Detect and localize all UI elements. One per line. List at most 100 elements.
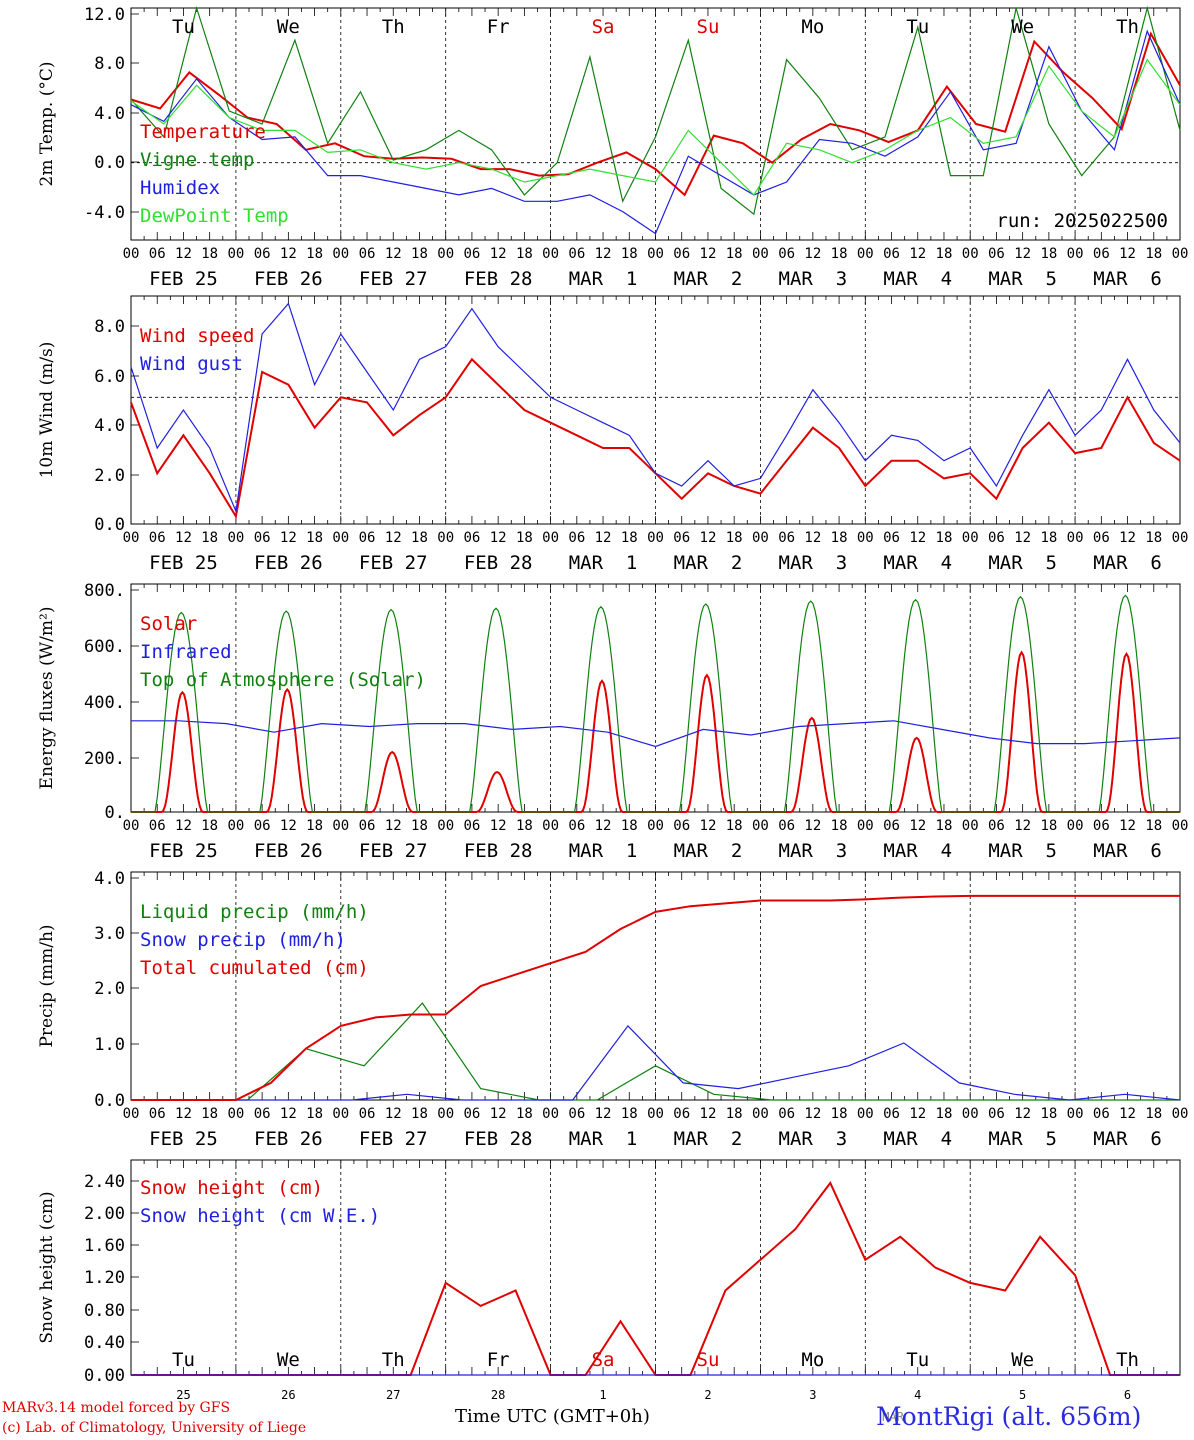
hour-tick-label: 06 <box>568 818 585 834</box>
hour-tick-label: 12 <box>490 246 507 262</box>
weekday-label: Tu <box>906 1349 929 1371</box>
y-tick-label: 8.0 <box>94 317 125 337</box>
hour-tick-label: 00 <box>752 818 769 834</box>
weekday-label: Sa <box>592 16 615 38</box>
hour-tick-label: 00 <box>1172 530 1189 546</box>
y-tick-label: 4.0 <box>94 416 125 436</box>
panel-1 <box>130 5 1181 241</box>
hour-tick-label: 18 <box>1145 530 1162 546</box>
legend-snow-height-cm-: Snow height (cm) <box>140 1177 323 1199</box>
date-label: FEB 25 <box>149 840 218 862</box>
hour-tick-label: 06 <box>673 818 690 834</box>
y-tick-label: 2.40 <box>84 1172 125 1192</box>
hour-tick-label: 12 <box>1014 1106 1031 1122</box>
y-tick-label: 0.0 <box>94 1091 125 1111</box>
day-number-label: 3 <box>809 1388 816 1402</box>
y-tick-label: 6.0 <box>94 367 125 387</box>
y-tick-label: 1.0 <box>94 1035 125 1055</box>
day-number-label: 1 <box>599 1388 606 1402</box>
y-tick-label: 0. <box>105 803 125 823</box>
hour-tick-label: 00 <box>752 530 769 546</box>
hour-tick-label: 18 <box>411 818 428 834</box>
hour-tick-label: 18 <box>516 246 533 262</box>
hour-tick-label: 12 <box>1014 246 1031 262</box>
hour-tick-label: 12 <box>490 1106 507 1122</box>
hour-tick-label: 00 <box>332 530 349 546</box>
hour-tick-label: 06 <box>673 246 690 262</box>
hour-tick-label: 00 <box>1172 1106 1189 1122</box>
date-label: FEB 27 <box>359 552 428 574</box>
date-label: FEB 28 <box>464 840 533 862</box>
hour-tick-label: 12 <box>175 530 192 546</box>
date-label: MAR 1 <box>569 840 638 862</box>
hour-tick-label: 06 <box>568 1106 585 1122</box>
hour-tick-label: 18 <box>1040 246 1057 262</box>
hour-tick-label: 18 <box>411 246 428 262</box>
hour-tick-label: 12 <box>1119 246 1136 262</box>
hour-tick-label: 00 <box>1067 530 1084 546</box>
legend-snow-height-cm-w-e-: Snow height (cm W.E.) <box>140 1205 380 1227</box>
hour-tick-label: 12 <box>909 246 926 262</box>
weekday-label: Sa <box>592 1349 615 1371</box>
hour-tick-label: 12 <box>700 818 717 834</box>
hour-tick-label: 12 <box>175 246 192 262</box>
day-number-label: 4 <box>914 1388 921 1402</box>
hour-tick-label: 06 <box>883 1106 900 1122</box>
hour-tick-label: 06 <box>254 246 271 262</box>
hour-tick-label: 18 <box>936 530 953 546</box>
hour-tick-label: 12 <box>490 818 507 834</box>
hour-tick-label: 06 <box>359 1106 376 1122</box>
hour-tick-label: 00 <box>332 818 349 834</box>
hour-tick-label: 12 <box>1014 530 1031 546</box>
y-tick-label: 1.60 <box>84 1236 125 1256</box>
hour-tick-label: 00 <box>542 1106 559 1122</box>
weekday-label: We <box>277 1349 300 1371</box>
hour-tick-label: 06 <box>1093 530 1110 546</box>
date-label: FEB 27 <box>359 268 428 290</box>
y-tick-label: 0.0 <box>94 515 125 535</box>
date-label: FEB 28 <box>464 552 533 574</box>
hour-tick-label: 06 <box>1093 1106 1110 1122</box>
hour-tick-label: 18 <box>411 1106 428 1122</box>
hour-tick-label: 00 <box>123 818 140 834</box>
hour-tick-label: 00 <box>542 246 559 262</box>
date-label: FEB 26 <box>254 1128 323 1150</box>
y-tick-label: 2.00 <box>84 1204 125 1224</box>
hour-tick-label: 00 <box>857 1106 874 1122</box>
hour-tick-label: 18 <box>1040 1106 1057 1122</box>
date-label: MAR 3 <box>779 268 848 290</box>
date-label: MAR 2 <box>674 268 743 290</box>
hour-tick-label: 00 <box>332 246 349 262</box>
date-label: MAR 5 <box>988 840 1057 862</box>
weekday-label: Mo <box>801 16 824 38</box>
day-number-label: 2 <box>704 1388 711 1402</box>
hour-tick-label: 06 <box>568 246 585 262</box>
day-number-label: 5 <box>1019 1388 1026 1402</box>
hour-tick-label: 12 <box>385 818 402 834</box>
hour-tick-label: 18 <box>1040 818 1057 834</box>
hour-tick-label: 06 <box>149 246 166 262</box>
weekday-label: Mo <box>801 1349 824 1371</box>
panel-5 <box>130 1159 1181 1376</box>
series-line-infrared <box>131 720 1181 748</box>
hour-tick-label: 12 <box>595 246 612 262</box>
weekday-label: We <box>1011 16 1034 38</box>
day-number-label: 25 <box>176 1388 190 1402</box>
hour-tick-label: 12 <box>595 818 612 834</box>
date-label: MAR 4 <box>883 552 952 574</box>
hour-tick-label: 06 <box>149 818 166 834</box>
hour-tick-label: 18 <box>936 1106 953 1122</box>
hour-tick-label: 18 <box>936 246 953 262</box>
y-axis-label: Energy fluxes (W/m²) <box>37 607 57 790</box>
hour-tick-label: 18 <box>516 818 533 834</box>
hour-tick-label: 00 <box>227 246 244 262</box>
hour-tick-label: 18 <box>306 530 323 546</box>
hour-tick-label: 12 <box>385 530 402 546</box>
hour-tick-label: 00 <box>857 530 874 546</box>
legend-solar: Solar <box>140 613 197 635</box>
hour-tick-label: 06 <box>778 818 795 834</box>
weekday-label: Su <box>697 1349 720 1371</box>
hour-tick-label: 18 <box>411 530 428 546</box>
hour-tick-label: 18 <box>726 1106 743 1122</box>
hour-tick-label: 12 <box>804 530 821 546</box>
